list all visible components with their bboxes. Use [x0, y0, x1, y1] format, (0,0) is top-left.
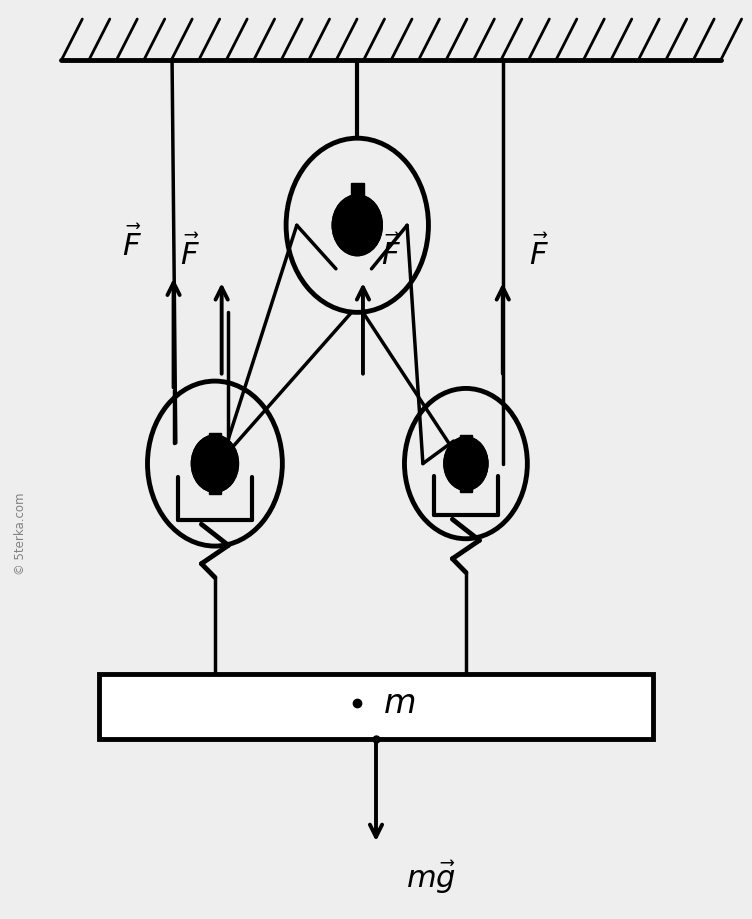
Circle shape [333, 197, 381, 255]
Text: $\vec{F}$: $\vec{F}$ [180, 236, 200, 272]
Bar [350, 184, 364, 231]
Text: $m\vec{g}$: $m\vec{g}$ [406, 857, 456, 895]
Bar [99, 675, 653, 739]
Text: $\vec{F}$: $\vec{F}$ [123, 227, 142, 263]
Bar [460, 436, 472, 493]
Text: $m$: $m$ [384, 687, 416, 720]
Circle shape [193, 437, 238, 492]
Bar [209, 434, 221, 494]
Text: $\vec{F}$: $\vec{F}$ [381, 236, 402, 272]
Text: © 5terka.com: © 5terka.com [14, 492, 26, 574]
Circle shape [445, 438, 487, 490]
Text: $\vec{F}$: $\vec{F}$ [529, 236, 549, 272]
